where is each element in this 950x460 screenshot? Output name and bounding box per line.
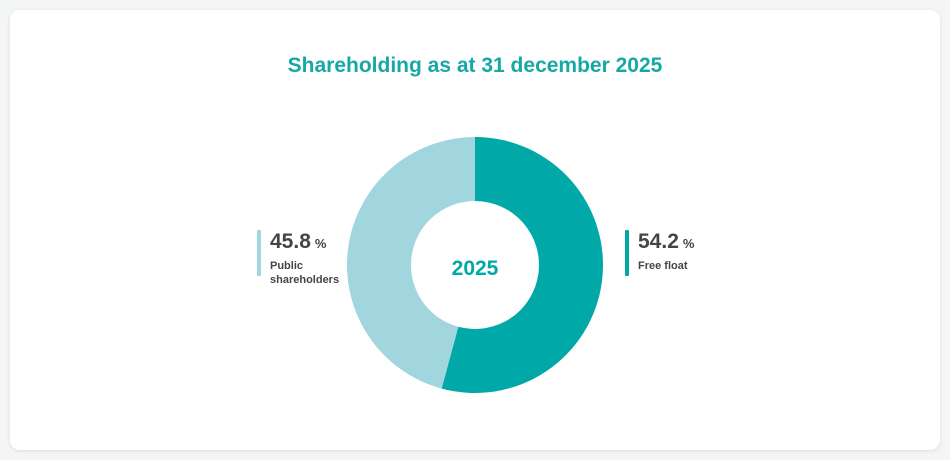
donut-slice-public-shareholders	[347, 137, 475, 389]
legend-value: 45.8	[270, 230, 311, 253]
legend-unit: %	[314, 236, 327, 251]
legend-item-public-shareholders: 45.8% Public shareholders	[257, 230, 360, 287]
donut-chart: 2025	[347, 137, 604, 393]
legend-item-free-float: 54.2% Free float	[625, 230, 728, 276]
legend-color-bar	[257, 230, 261, 276]
legend-label: Free float	[638, 260, 688, 272]
legend-label: Public shareholders	[270, 260, 340, 286]
legend-color-bar	[625, 230, 629, 276]
chart-title: Shareholding as at 31 december 2025	[287, 54, 663, 77]
legend-value: 54.2	[638, 230, 679, 253]
donut-slice-free-float	[441, 137, 604, 393]
center-year-label: 2025	[452, 257, 499, 280]
chart-card: Shareholding as at 31 december 2025 2025…	[10, 10, 940, 450]
legend-unit: %	[682, 236, 695, 251]
